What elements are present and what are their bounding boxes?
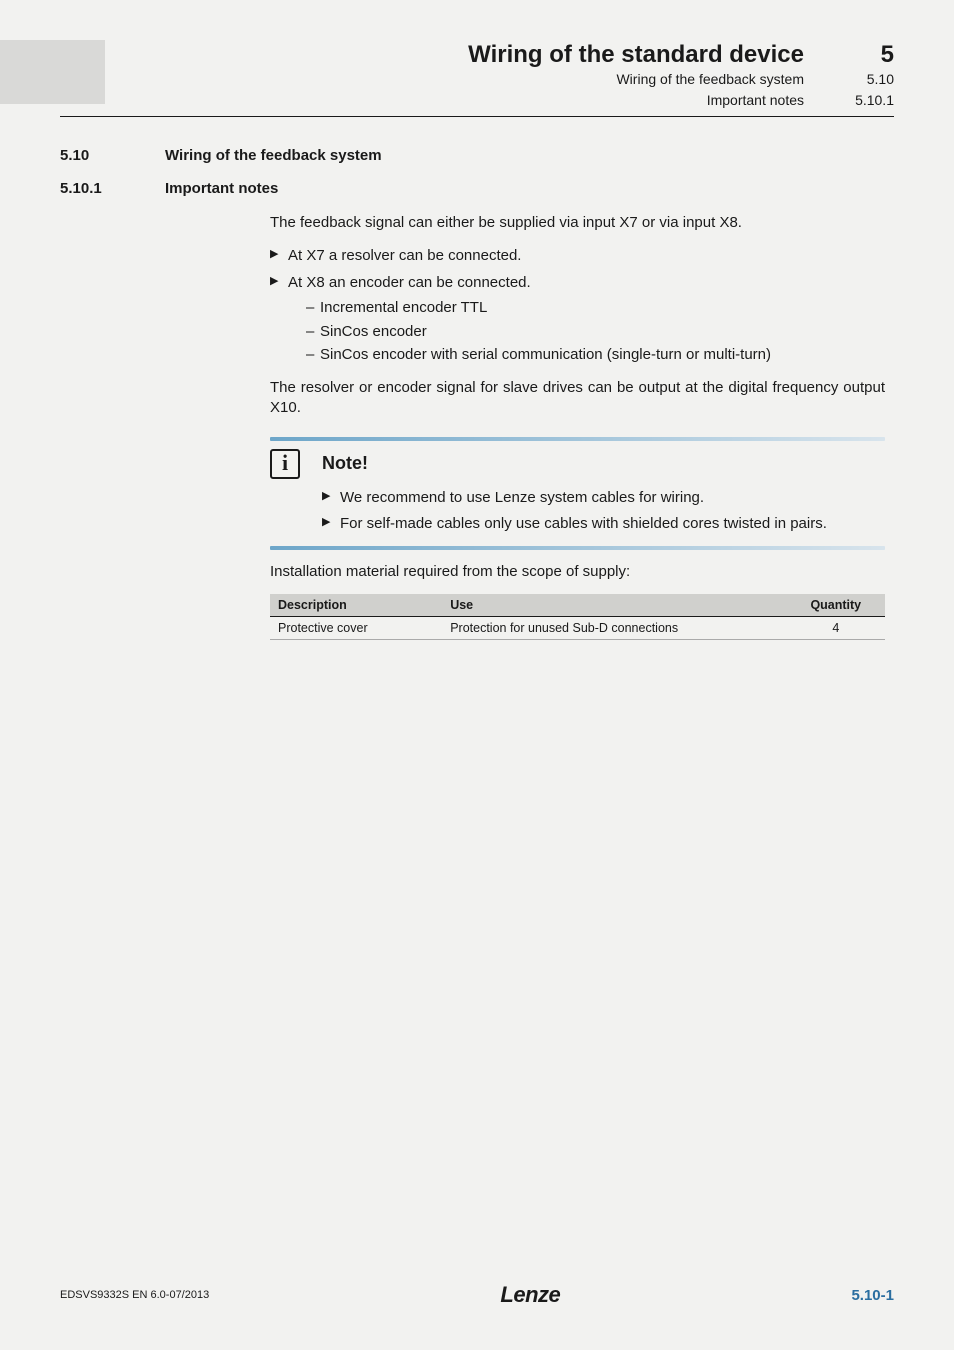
subsection-title: Important notes bbox=[105, 91, 804, 110]
note-bottom-bar bbox=[270, 546, 885, 550]
footer-doc-id: EDSVS9332S EN 6.0-07/2013 bbox=[60, 1289, 209, 1301]
cell-use: Protection for unused Sub-D connections bbox=[442, 616, 786, 639]
page-footer: EDSVS9332S EN 6.0-07/2013 Lenze 5.10-1 bbox=[60, 1282, 894, 1308]
note-item: We recommend to use Lenze system cables … bbox=[322, 487, 885, 510]
col-quantity: Quantity bbox=[787, 594, 885, 617]
list-item: At X8 an encoder can be connected. Incre… bbox=[270, 272, 885, 366]
body-content: The feedback signal can either be suppli… bbox=[270, 213, 885, 640]
header-titles: Wiring of the standard device Wiring of … bbox=[105, 40, 804, 110]
sublist-item: SinCos encoder bbox=[306, 320, 885, 343]
resolver-paragraph: The resolver or encoder signal for slave… bbox=[270, 378, 885, 419]
heading-5-10: 5.10 Wiring of the feedback system bbox=[60, 147, 894, 164]
chapter-title: Wiring of the standard device bbox=[105, 42, 804, 68]
sublist-item: Incremental encoder TTL bbox=[306, 296, 885, 319]
note-item: For self-made cables only use cables wit… bbox=[322, 513, 885, 536]
table-header-row: Description Use Quantity bbox=[270, 594, 885, 617]
section-title: Wiring of the feedback system bbox=[105, 70, 804, 89]
col-description: Description bbox=[270, 594, 442, 617]
heading-number: 5.10 bbox=[60, 147, 165, 164]
subsection-number: 5.10.1 bbox=[822, 91, 894, 110]
heading-text: Important notes bbox=[165, 180, 278, 197]
section-number: 5.10 bbox=[822, 70, 894, 89]
table-row: Protective cover Protection for unused S… bbox=[270, 616, 885, 639]
col-use: Use bbox=[442, 594, 786, 617]
cell-quantity: 4 bbox=[787, 616, 885, 639]
header-numbers: 5 5.10 5.10.1 bbox=[804, 40, 894, 110]
sublist-item: SinCos encoder with serial communication… bbox=[306, 343, 885, 366]
chapter-number: 5 bbox=[822, 42, 894, 68]
list-item-text: At X8 an encoder can be connected. bbox=[288, 274, 531, 291]
encoder-sublist: Incremental encoder TTL SinCos encoder S… bbox=[306, 296, 885, 366]
materials-table: Description Use Quantity Protective cove… bbox=[270, 594, 885, 640]
info-icon: i bbox=[270, 449, 300, 479]
heading-5-10-1: 5.10.1 Important notes bbox=[60, 180, 894, 197]
list-item: At X7 a resolver can be connected. bbox=[270, 245, 885, 268]
note-callout: i Note! We recommend to use Lenze system… bbox=[270, 437, 885, 550]
info-icon-glyph: i bbox=[282, 452, 288, 474]
footer-page-number: 5.10-1 bbox=[851, 1287, 894, 1304]
heading-text: Wiring of the feedback system bbox=[165, 147, 382, 164]
note-title: Note! bbox=[322, 449, 368, 474]
page-header: Wiring of the standard device Wiring of … bbox=[60, 40, 894, 110]
header-rule bbox=[60, 116, 894, 117]
feature-list: At X7 a resolver can be connected. At X8… bbox=[270, 245, 885, 366]
heading-number: 5.10.1 bbox=[60, 180, 165, 197]
note-list: We recommend to use Lenze system cables … bbox=[322, 487, 885, 536]
cell-description: Protective cover bbox=[270, 616, 442, 639]
install-line: Installation material required from the … bbox=[270, 562, 885, 582]
footer-logo: Lenze bbox=[500, 1282, 560, 1308]
intro-paragraph: The feedback signal can either be suppli… bbox=[270, 213, 885, 233]
header-accent-bar bbox=[0, 40, 105, 104]
